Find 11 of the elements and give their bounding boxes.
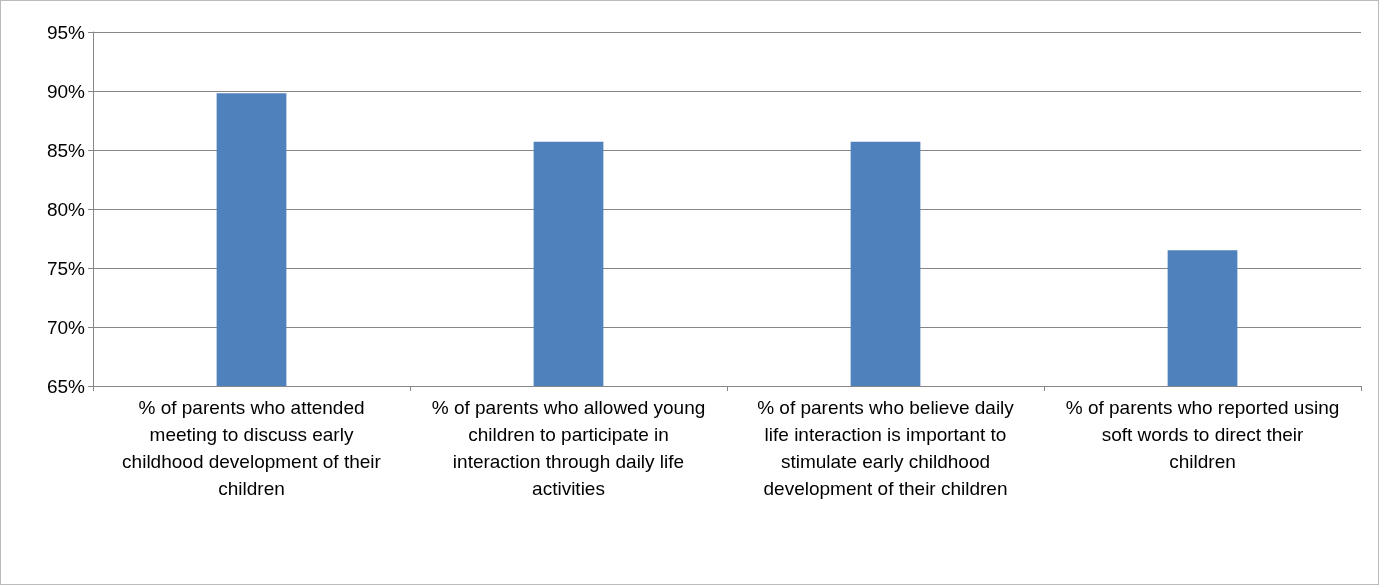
x-tick-label: % of parents who allowed young children to participate in interaction through daily life activities	[431, 397, 706, 499]
x-tick-label: % of parents who attended meeting to discuss early childhood development of their children	[122, 397, 382, 499]
y-tick-label: 80%	[46, 198, 86, 220]
y-tick-label: 90%	[46, 80, 86, 102]
y-tick-label: 70%	[46, 316, 86, 338]
y-tick-label: 65%	[46, 375, 86, 397]
x-tick-label: % of parents who believe daily life interaction is important to stimulate early childhood development of their children	[757, 397, 1015, 499]
y-tick-label: 85%	[46, 139, 86, 161]
x-tick-label: % of parents who reported using soft words to direct their children	[1065, 397, 1340, 472]
y-tick-label: 75%	[46, 257, 86, 279]
y-tick-label: 95%	[46, 21, 86, 43]
